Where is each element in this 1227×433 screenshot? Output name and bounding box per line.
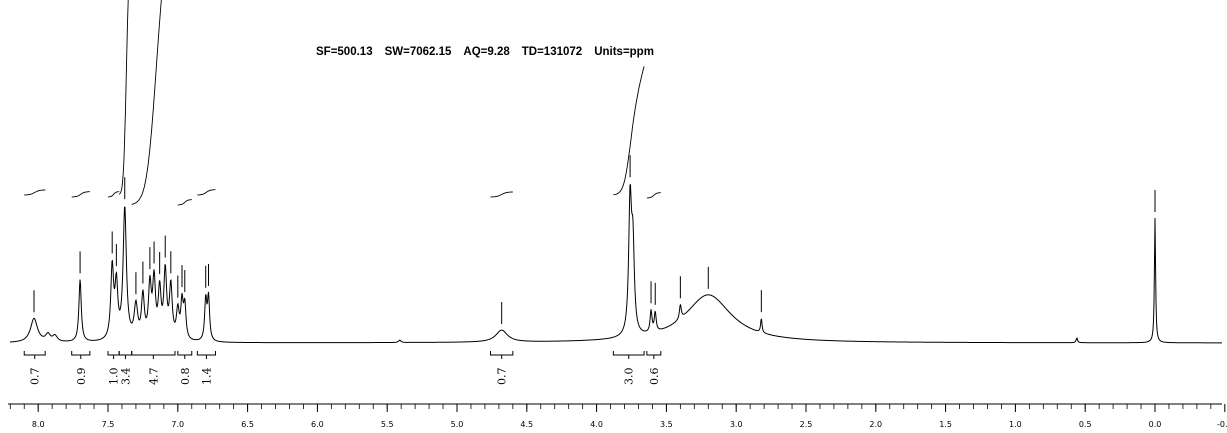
integral-value: 0.8: [179, 368, 192, 386]
integral-bracket: [646, 351, 662, 356]
integral-bracket: [23, 351, 46, 356]
x-tick-label: 0.5: [1079, 420, 1092, 429]
x-tick-label: 2.0: [869, 420, 882, 429]
parameter-1: SW=7062.15: [384, 46, 452, 58]
integral-value: 3.0: [623, 368, 636, 386]
integral-brackets: 0.7 0.9 1.03.4 4.7 0.8 1.4 0.7 3.0 0.6: [23, 351, 662, 386]
peak-markers: [33, 155, 1156, 325]
integral-value: 0.7: [29, 368, 42, 386]
integral-curve: [131, 0, 162, 205]
parameter-2: AQ=9.28: [463, 46, 510, 58]
integral-curve: [108, 191, 120, 198]
integral-bracket: [177, 351, 193, 356]
x-tick-label: 6.0: [311, 420, 324, 429]
x-tick-label: 4.5: [520, 420, 533, 429]
integral-curve: [118, 0, 129, 195]
x-tick-label: 2.5: [800, 420, 813, 429]
x-tick-label: 1.5: [939, 420, 952, 429]
integral-curve: [613, 66, 645, 196]
x-axis: 8.0 7.5 7.0 6.5 6.0 5.5 5.0 4.5 4.0 3.5 3.0 2.5 2.0 1…: [8, 403, 1227, 429]
integral-value: 1.0: [108, 368, 121, 386]
x-tick-label: 0.0: [1149, 420, 1162, 429]
integral-value: 4.7: [147, 368, 160, 386]
integral-curve: [197, 189, 216, 196]
x-tick-label: 5.0: [451, 420, 464, 429]
x-tick-label: 6.5: [241, 420, 254, 429]
spectrum-trace: [9, 184, 1222, 344]
x-tick-label: 1.0: [1009, 420, 1022, 429]
integral-bracket: [131, 351, 176, 356]
integral-bracket: [612, 351, 645, 356]
x-tick-label: 5.5: [381, 420, 394, 429]
integral-value: 0.6: [648, 368, 661, 386]
integral-curve: [24, 189, 46, 196]
integral-bracket: [196, 351, 216, 356]
parameter-4: Units=ppm: [594, 46, 654, 58]
integral-bracket: [107, 351, 120, 356]
x-tick-label: 8.0: [32, 420, 45, 429]
acquisition-parameters: SF=500.13 SW=7062.15 AQ=9.28 TD=131072 Units…: [316, 46, 666, 58]
integral-curve: [177, 199, 192, 206]
x-tick-label: 3.5: [660, 420, 673, 429]
integral-curve: [71, 191, 90, 198]
integral-curve: [490, 191, 513, 198]
x-tick-label: 7.0: [171, 420, 184, 429]
parameter-3: TD=131072: [521, 46, 583, 58]
integral-value: 0.9: [75, 368, 88, 386]
x-tick-label: -0.5: [1217, 420, 1227, 429]
integral-bracket: [71, 351, 91, 356]
integral-bracket: [490, 351, 514, 356]
integral-curve: [646, 192, 661, 199]
integral-value: 3.4: [119, 368, 132, 386]
x-tick-label: 7.5: [102, 420, 115, 429]
integral-bracket: [118, 351, 133, 356]
integral-value: 1.4: [200, 368, 213, 386]
parameter-0: SF=500.13: [316, 46, 373, 58]
x-tick-label: 3.0: [730, 420, 743, 429]
x-tick-label: 4.0: [590, 420, 603, 429]
integral-curves: [24, 0, 661, 206]
integral-value: 0.7: [496, 368, 509, 386]
